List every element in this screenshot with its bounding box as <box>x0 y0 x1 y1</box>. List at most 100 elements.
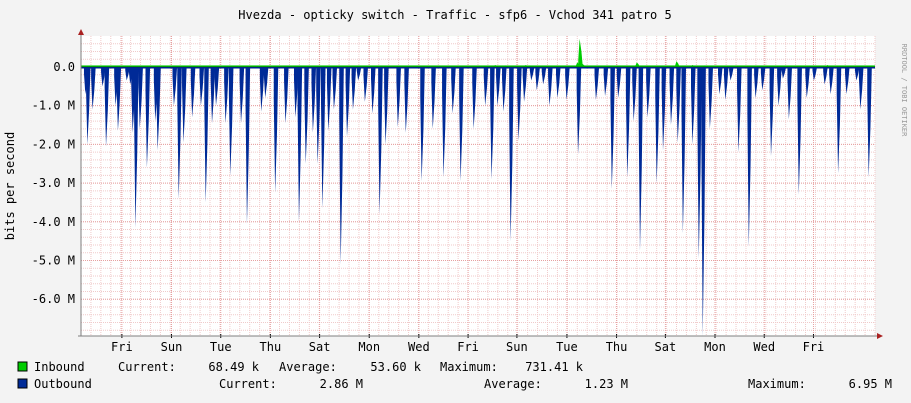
outbound-spike <box>332 66 338 110</box>
outbound-spike <box>517 66 522 141</box>
legend-inbound: Inbound Current: 68.49 k Average: 53.60 … <box>17 360 584 374</box>
outbound-spike <box>541 66 547 85</box>
outbound-spike <box>697 66 702 259</box>
x-tick-label: Fri <box>803 340 825 354</box>
y-axis-ticks: 0.0 -1.0 M -2.0 M -3.0 M -4.0 M -5.0 M -6.0 M <box>32 60 75 306</box>
outbound-spike <box>133 66 139 228</box>
legend-inbound-current-label: Current: <box>118 360 176 374</box>
outbound-spike <box>737 66 742 153</box>
x-tick-label: Sat <box>655 340 677 354</box>
outbound-spike <box>854 66 860 81</box>
outbound-spike <box>729 66 734 81</box>
legend-outbound: Outbound Current: 2.86 M Average: 1.23 M… <box>17 377 892 391</box>
outbound-spike <box>404 66 409 133</box>
x-tick-label: Fri <box>457 340 479 354</box>
outbound-spike <box>616 66 622 98</box>
outbound-spike <box>304 66 309 164</box>
outbound-spike <box>787 66 793 120</box>
outbound-spike <box>701 66 706 336</box>
outbound-spike <box>502 66 507 112</box>
legend-inbound-average-value: 53.60 k <box>370 360 421 374</box>
outbound-spike <box>125 66 130 81</box>
outbound-spike <box>384 66 389 145</box>
outbound-spike <box>177 66 182 199</box>
x-tick-label: Tue <box>210 340 232 354</box>
outbound-spike <box>316 66 321 164</box>
outbound-spike <box>326 66 332 131</box>
outbound-spike <box>345 66 351 137</box>
outbound-spike <box>681 66 687 234</box>
outbound-spike <box>708 66 714 129</box>
legend-inbound-current-value: 68.49 k <box>208 360 259 374</box>
legend-inbound-swatch <box>17 361 28 372</box>
outbound-spike <box>646 66 651 118</box>
outbound-spike <box>138 66 143 129</box>
outbound-spike <box>351 66 357 110</box>
legend-outbound-current-value: 2.86 M <box>320 377 363 391</box>
inbound-spike <box>578 38 583 67</box>
outbound-spike <box>156 66 161 151</box>
outbound-spike <box>625 66 631 178</box>
outbound-spike <box>239 66 245 124</box>
x-tick-label: Sat <box>309 340 331 354</box>
outbound-spike <box>320 66 326 209</box>
outbound-spike <box>245 66 251 224</box>
legend-outbound-average-label: Average: <box>484 377 542 391</box>
outbound-spike <box>823 66 828 85</box>
outbound-spike <box>522 66 528 102</box>
outbound-spike <box>509 66 514 242</box>
outbound-spike <box>273 66 279 193</box>
inbound-spike <box>493 65 499 67</box>
outbound-baseline <box>81 66 875 69</box>
outbound-spike <box>836 66 842 174</box>
outbound-spike <box>204 66 209 203</box>
x-tick-label: Fri <box>111 340 133 354</box>
legend: Inbound Current: 68.49 k Average: 53.60 … <box>17 360 892 391</box>
inbound-spike <box>524 65 529 67</box>
outbound-spike <box>723 66 729 100</box>
outbound-spike <box>845 66 850 95</box>
outbound-spike <box>101 66 106 87</box>
outbound-spike <box>655 66 660 184</box>
y-axis-arrow <box>78 29 84 35</box>
x-tick-label: Wed <box>408 340 430 354</box>
y-tick-label: 0.0 <box>53 60 75 74</box>
x-tick-label: Thu <box>606 340 628 354</box>
outbound-spike <box>669 66 675 126</box>
outbound-spike <box>396 66 401 127</box>
legend-outbound-maximum-value: 6.95 M <box>849 377 892 391</box>
outbound-spike <box>104 66 110 147</box>
outbound-spike <box>556 66 561 98</box>
outbound-spike <box>228 66 234 176</box>
outbound-spike <box>472 66 477 129</box>
outbound-spike <box>603 66 609 96</box>
outbound-spike <box>594 66 600 100</box>
outbound-spike <box>812 66 818 81</box>
inbound-spike <box>528 65 533 67</box>
outbound-series <box>81 66 875 336</box>
outbound-spike <box>690 66 696 145</box>
y-tick-label: -4.0 M <box>32 215 75 229</box>
outbound-spike <box>145 66 151 168</box>
legend-outbound-average-value: 1.23 M <box>585 377 628 391</box>
outbound-spike <box>781 66 787 79</box>
outbound-spike <box>339 66 344 265</box>
legend-outbound-maximum-label: Maximum: <box>748 377 806 391</box>
outbound-spike <box>190 66 196 118</box>
x-axis-arrow <box>877 333 883 339</box>
outbound-spike <box>805 66 810 98</box>
outbound-spike <box>754 66 759 98</box>
x-tick-label: Sun <box>161 340 183 354</box>
inbound-spike <box>635 62 640 67</box>
outbound-spike <box>548 66 553 106</box>
chart-title: Hvezda - opticky switch - Traffic - sfp6… <box>238 8 671 22</box>
y-tick-label: -5.0 M <box>32 254 75 268</box>
outbound-spike <box>284 66 289 124</box>
major-gridlines <box>81 36 875 336</box>
legend-inbound-average-label: Average: <box>279 360 337 374</box>
outbound-spike <box>224 66 229 124</box>
x-tick-label: Sun <box>506 340 528 354</box>
outbound-spike <box>371 66 376 114</box>
outbound-spike <box>172 66 178 106</box>
